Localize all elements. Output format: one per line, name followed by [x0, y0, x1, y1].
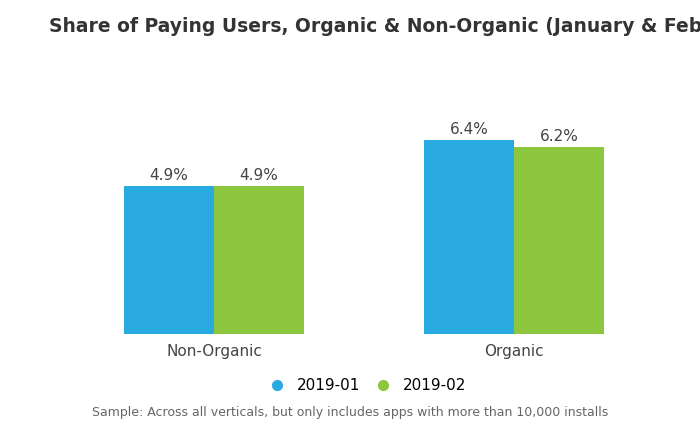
- Text: 6.2%: 6.2%: [540, 128, 578, 143]
- Text: Sample: Across all verticals, but only includes apps with more than 10,000 insta: Sample: Across all verticals, but only i…: [92, 407, 608, 419]
- Text: 4.9%: 4.9%: [239, 168, 279, 183]
- Text: 4.9%: 4.9%: [150, 168, 188, 183]
- Bar: [124, 186, 214, 334]
- Bar: [214, 186, 304, 334]
- Text: Share of Paying Users, Organic & Non-Organic (January & February 2019): Share of Paying Users, Organic & Non-Org…: [49, 17, 700, 36]
- Bar: [424, 140, 514, 334]
- Bar: [514, 146, 604, 334]
- Legend: 2019-01, 2019-02: 2019-01, 2019-02: [256, 372, 472, 399]
- Text: 6.4%: 6.4%: [449, 122, 489, 137]
